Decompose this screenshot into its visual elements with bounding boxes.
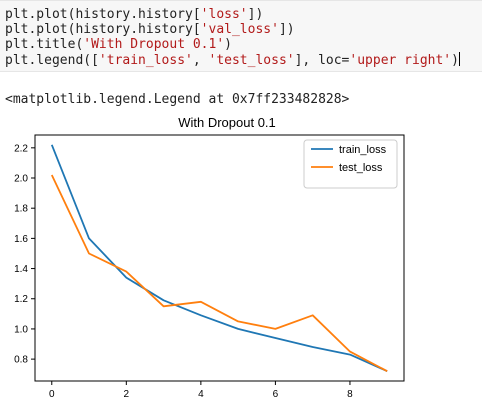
loss-chart: With Dropout 0.1 0.8 1.0 1.2 1.4 1.6 1.8 2.0 2.…	[14, 115, 405, 400]
y-tick-label: 0.8	[14, 355, 28, 366]
code-line-2[interactable]: plt.plot(history.history['val_loss'])	[5, 22, 295, 38]
code-token: 'With Dropout 0.1'	[83, 37, 225, 52]
y-tick-label: 1.0	[14, 324, 28, 335]
code-token: 'train_loss'	[98, 53, 193, 68]
code-token: plt.legend([	[5, 53, 99, 68]
y-tick-label: 1.6	[14, 234, 28, 245]
legend: train_loss test_loss	[303, 139, 398, 189]
code-token: plt.title(	[5, 37, 84, 52]
code-token: ])	[278, 22, 295, 37]
plot-frame	[34, 134, 405, 382]
legend-label-train-loss: train_loss	[339, 144, 387, 156]
x-tick-label: 8	[347, 389, 353, 400]
x-tick-label: 0	[49, 389, 55, 400]
y-tick-label: 2.2	[14, 143, 28, 154]
code-token: 'loss'	[200, 7, 248, 22]
y-tick-label: 1.8	[14, 204, 28, 215]
x-tick-label: 2	[124, 389, 130, 400]
series-line-test-loss	[50, 174, 388, 372]
legend-label-test-loss: test_loss	[339, 162, 383, 174]
code-token: plt.plot(history.history[	[5, 22, 201, 37]
y-tick-label: 1.4	[14, 264, 28, 275]
code-token: ], loc=	[294, 53, 350, 68]
code-line-3[interactable]: plt.title('With Dropout 0.1')	[5, 37, 232, 53]
output-repr-text: <matplotlib.legend.Legend at 0x7ff233482…	[5, 92, 350, 107]
code-token: 'upper right'	[349, 53, 452, 68]
code-token: 'val_loss'	[200, 22, 279, 37]
code-token: )	[451, 53, 459, 68]
x-tick-label: 6	[273, 389, 279, 400]
code-line-4[interactable]: plt.legend(['train_loss', 'test_loss'], …	[5, 52, 460, 69]
legend-box	[303, 139, 398, 189]
code-token: plt.plot(history.history[	[5, 7, 201, 22]
code-cell[interactable]: plt.plot(history.history['loss']) plt.pl…	[0, 0, 482, 72]
y-tick-label: 2.0	[14, 174, 28, 185]
chart-title: With Dropout 0.1	[178, 115, 276, 130]
text-cursor	[458, 52, 460, 66]
code-token: ,	[192, 53, 209, 68]
series-line-train-loss	[50, 144, 388, 373]
x-tick-label: 4	[198, 389, 204, 400]
code-token: ])	[247, 7, 264, 22]
code-token: )	[224, 37, 232, 52]
code-line-1[interactable]: plt.plot(history.history['loss'])	[5, 7, 263, 23]
y-tick-label: 1.2	[14, 294, 28, 305]
code-token: 'test_loss'	[208, 53, 295, 68]
